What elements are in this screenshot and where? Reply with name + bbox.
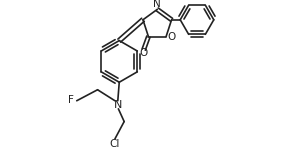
Text: O: O <box>167 32 175 42</box>
Text: N: N <box>152 0 160 9</box>
Text: O: O <box>140 48 148 58</box>
Text: N: N <box>114 100 122 110</box>
Text: Cl: Cl <box>109 139 120 148</box>
Text: F: F <box>68 95 74 105</box>
